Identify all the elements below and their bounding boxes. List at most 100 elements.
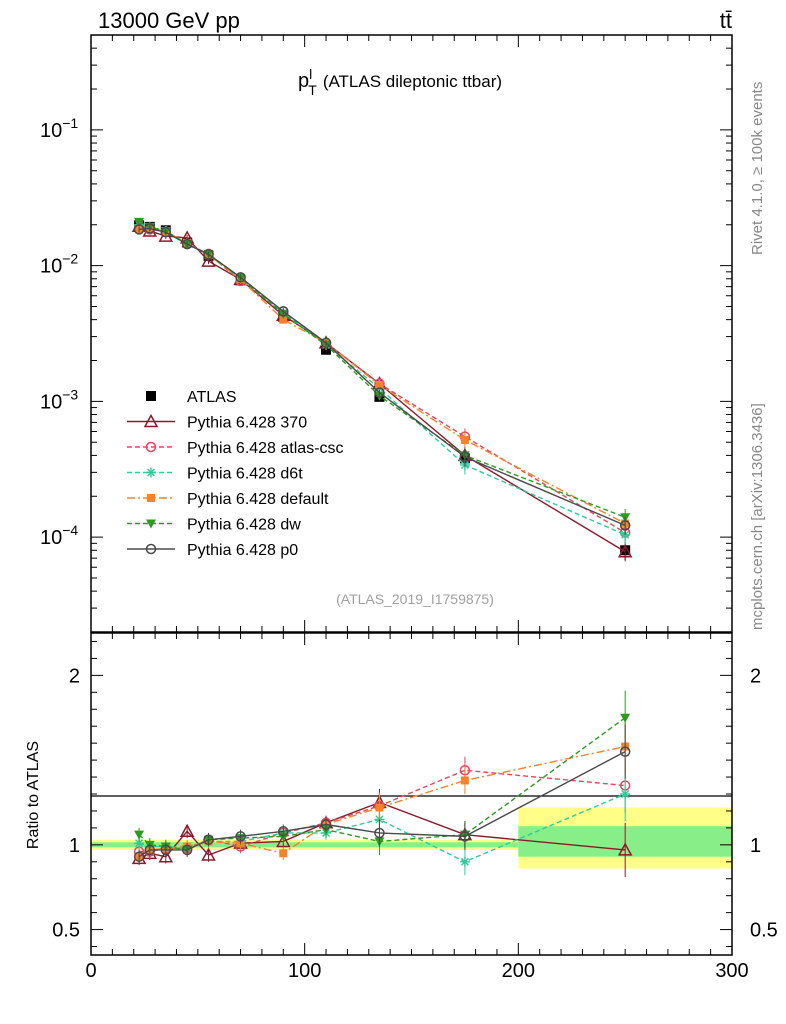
ratio-y-tick-label: 0.5 <box>52 920 80 942</box>
legend-marker <box>146 391 156 401</box>
ratio-point <box>276 833 291 848</box>
data-point <box>374 387 385 398</box>
ratio-y-tick-labels: 0.5 0.5 1 1 2 2 <box>52 665 778 941</box>
ratio-point <box>235 831 246 842</box>
legend-item-pythia-6-428-370: Pythia 6.428 370 <box>127 413 307 432</box>
ratio-point <box>459 831 471 842</box>
ratio-point <box>619 746 631 757</box>
ratio-point <box>144 844 156 856</box>
ratio-series-layer <box>131 690 633 878</box>
main-frame <box>90 34 733 633</box>
legend-marker <box>147 494 155 502</box>
data-point <box>279 315 288 324</box>
y-tick-label: 10−2 <box>40 251 78 278</box>
data-point <box>459 451 471 463</box>
ratio-point <box>279 849 288 858</box>
data-point <box>320 337 332 349</box>
analysis-watermark: (ATLAS_2019_I1759875) <box>336 591 494 607</box>
ratio-point <box>179 823 195 838</box>
ratio-point <box>160 844 172 856</box>
data-point <box>619 520 631 531</box>
legend-label: Pythia 6.428 dw <box>187 517 301 534</box>
data-point <box>460 435 469 444</box>
data-point <box>203 249 214 260</box>
main-y-tick-labels: 10−1 10−2 10−3 10−4 <box>40 115 78 549</box>
ratio-panel: Ratio to ATLAS 0.5 0.5 1 1 2 2 0 100 200 300 <box>25 632 778 982</box>
data-point <box>375 381 384 390</box>
legend-item-pythia-6-428-atlas-csc: Pythia 6.428 atlas-csc <box>127 440 344 457</box>
main-series-layer <box>131 217 633 562</box>
legend-label: Pythia 6.428 p0 <box>187 542 298 559</box>
data-point <box>278 306 289 317</box>
plot-title: pl T (ATLAS dileptonic ttbar) <box>298 66 502 98</box>
ratio-point <box>375 803 384 812</box>
legend-item-pythia-6-428-default: Pythia 6.428 default <box>127 491 329 508</box>
y-tick-label: 10−1 <box>40 115 78 142</box>
x-tick-label: 300 <box>715 960 748 982</box>
ratio-point <box>278 826 289 837</box>
ratio-y-tick-label-right: 0.5 <box>750 920 778 942</box>
ratio-point <box>620 713 631 723</box>
legend-label: Pythia 6.428 370 <box>187 415 307 432</box>
series-line <box>138 227 626 534</box>
ratio-y-tick-label-right: 2 <box>750 665 761 687</box>
data-point <box>181 238 193 250</box>
ratio-point <box>459 856 470 867</box>
ratio-y-tick-label: 2 <box>69 665 80 687</box>
data-point <box>133 224 145 235</box>
ratio-point <box>620 789 631 799</box>
legend-item-atlas: ATLAS <box>146 389 237 406</box>
source-label: mcplots.cern.ch [arXiv:1306.3436] <box>749 403 766 630</box>
ratio-point <box>201 847 216 861</box>
legend-marker <box>143 413 159 428</box>
x-tick-label: 0 <box>85 960 96 982</box>
ratio-y-axis-title: Ratio to ATLAS <box>25 741 42 849</box>
y-tick-label: 10−4 <box>40 522 78 549</box>
energy-label: 13000 GeV pp <box>98 8 240 33</box>
ratio-y-tick-label: 1 <box>69 835 80 857</box>
ratio-point <box>181 844 193 856</box>
legend-marker <box>146 467 156 478</box>
uncertainty-band <box>91 842 519 848</box>
ratio-point <box>617 842 633 856</box>
legend-label: Pythia 6.428 atlas-csc <box>187 440 344 457</box>
data-point <box>144 223 156 234</box>
legend: ATLAS Pythia 6.428 370 Pythia 6.428 atlas-… <box>127 389 344 559</box>
legend-item-pythia-6-428-p0: Pythia 6.428 p0 <box>127 542 298 559</box>
legend-marker <box>146 519 156 529</box>
ratio-point <box>320 819 332 830</box>
ratio-point <box>134 830 145 840</box>
legend-marker <box>145 441 157 453</box>
ratio-point <box>134 838 145 849</box>
ratio-point <box>158 849 174 863</box>
ratio-y-tick-label-right: 1 <box>750 835 761 857</box>
x-tick-label: 100 <box>288 960 321 982</box>
legend-label: Pythia 6.428 default <box>187 491 329 508</box>
process-label: tt̄ <box>720 8 732 33</box>
main-panel: pl T (ATLAS dileptonic ttbar) (ATLAS_2019_… <box>40 34 733 633</box>
legend-label: ATLAS <box>187 389 237 406</box>
series-pythia-6-428-p0 <box>133 223 631 535</box>
rivet-version-label: Rivet 4.1.0, ≥ 100k events <box>749 82 766 255</box>
legend-item-pythia-6-428-d6t: Pythia 6.428 d6t <box>127 466 303 483</box>
data-point <box>160 227 172 238</box>
ratio-frame <box>90 632 733 956</box>
series-pythia-6-428-default <box>135 224 630 534</box>
data-point <box>278 310 289 320</box>
legend-marker <box>145 543 157 555</box>
x-tick-labels: 0 100 200 300 <box>85 960 748 982</box>
ratio-point <box>460 776 469 785</box>
legend-label: Pythia 6.428 d6t <box>187 466 303 483</box>
data-point <box>617 544 633 558</box>
ratio-point <box>203 834 214 846</box>
ratio-axis-ticks <box>90 633 733 955</box>
ratio-series-pythia-6-428-p0 <box>133 724 631 864</box>
legend-item-pythia-6-428-dw: Pythia 6.428 dw <box>127 517 301 534</box>
x-tick-label: 200 <box>502 960 535 982</box>
data-point <box>201 253 216 267</box>
data-point <box>134 217 145 227</box>
ratio-point <box>133 851 145 862</box>
y-tick-label: 10−3 <box>40 386 78 413</box>
data-point <box>235 272 246 283</box>
